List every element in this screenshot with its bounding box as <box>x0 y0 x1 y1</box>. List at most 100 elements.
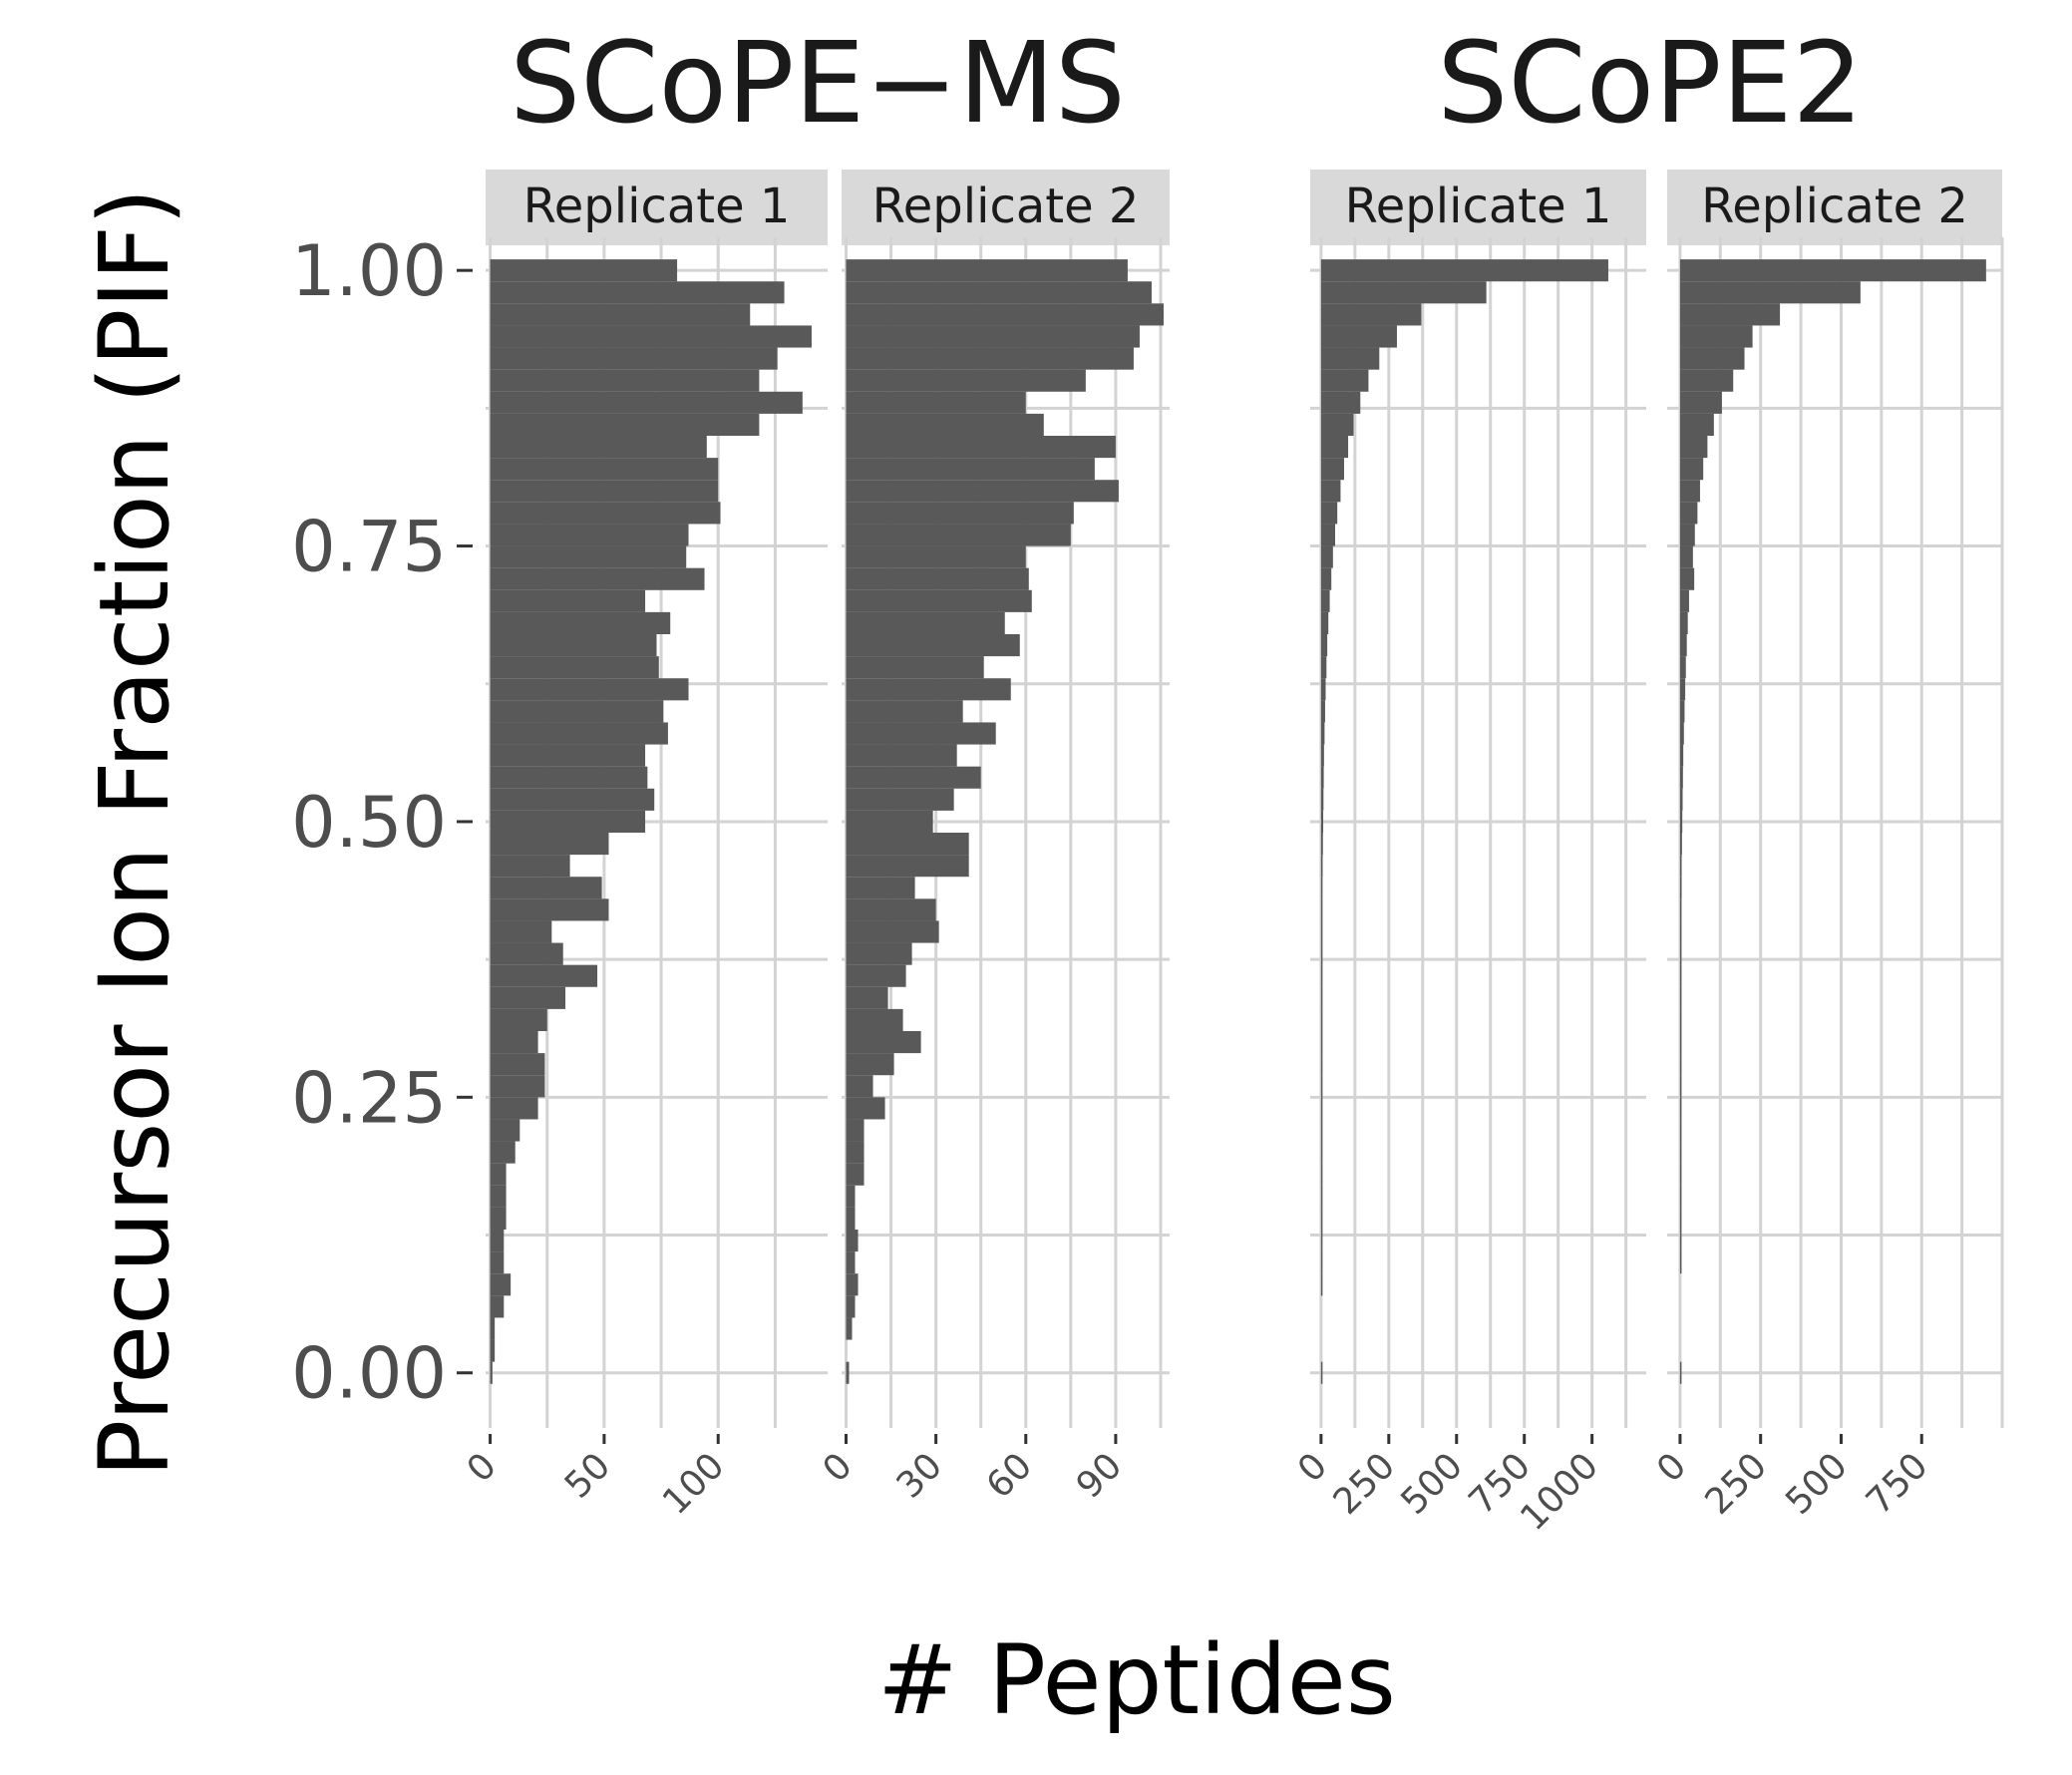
histogram-bar <box>490 1230 505 1252</box>
histogram-bar <box>1679 1207 1682 1230</box>
histogram-bar <box>846 1141 864 1164</box>
histogram-bar <box>490 634 657 657</box>
histogram-bar <box>846 436 1116 459</box>
histogram-bar <box>1679 1119 1682 1142</box>
histogram-bar <box>1679 810 1683 833</box>
histogram-bar <box>490 1339 496 1362</box>
histogram-bar <box>1320 920 1323 943</box>
histogram-bar <box>1320 678 1326 701</box>
histogram-bar <box>490 942 563 965</box>
histogram-bar <box>1320 1230 1323 1252</box>
histogram-bar <box>846 391 1026 414</box>
histogram-bar <box>490 502 721 525</box>
y-tick-label: 0.00 <box>291 1333 447 1415</box>
histogram-bar <box>846 920 939 943</box>
histogram-bar <box>490 413 760 436</box>
histogram-bar <box>1320 259 1608 282</box>
histogram-bar <box>1320 766 1324 789</box>
histogram-bar <box>1679 942 1682 965</box>
histogram-bar <box>490 589 646 612</box>
y-tick-label: 0.75 <box>291 507 447 588</box>
histogram-bar <box>1679 259 1986 282</box>
histogram-bar <box>490 1075 545 1098</box>
panel-2: Replicate 20 30 60 90 <box>816 170 1170 1507</box>
histogram-bar <box>1320 413 1354 436</box>
histogram-bar <box>490 1097 538 1120</box>
histogram-bar <box>846 744 957 767</box>
histogram-bar <box>1320 611 1329 634</box>
histogram-bar <box>1679 303 1781 326</box>
histogram-bar <box>490 766 648 789</box>
panel-4: Replicate 20 250 500 750 <box>1649 170 2004 1523</box>
histogram-bar <box>1320 480 1341 503</box>
histogram-bar <box>846 1075 873 1098</box>
histogram-bar <box>1320 986 1323 1009</box>
histogram-bar <box>846 855 969 878</box>
histogram-bar <box>846 1119 864 1142</box>
histogram-bar <box>1320 524 1336 546</box>
histogram-bar <box>846 1185 856 1208</box>
histogram-bar <box>490 1251 505 1274</box>
histogram-bar <box>490 391 803 414</box>
histogram-bar <box>490 833 609 856</box>
histogram-bar <box>1679 458 1704 481</box>
histogram-bar <box>1320 589 1330 612</box>
histogram-bar <box>1320 1031 1323 1054</box>
histogram-bar <box>1679 1008 1682 1031</box>
y-tick-label: 0.25 <box>291 1057 447 1139</box>
histogram-bar <box>490 1361 493 1384</box>
panel-strip <box>1310 170 1646 245</box>
panel-strip-label: Replicate 2 <box>872 178 1140 234</box>
histogram-bar <box>846 964 906 987</box>
histogram-bar <box>1679 1075 1682 1098</box>
histogram-bar <box>1320 810 1324 833</box>
histogram-bar <box>1679 1031 1682 1054</box>
histogram-bar <box>1320 722 1325 745</box>
histogram-bar <box>846 1361 850 1384</box>
histogram-bar <box>846 1097 885 1120</box>
histogram-bar <box>1320 744 1324 767</box>
histogram-bar <box>1320 942 1323 965</box>
histogram-bar <box>490 611 671 634</box>
histogram-bar <box>846 325 1140 348</box>
histogram-bar <box>1679 589 1689 612</box>
histogram-bar <box>1679 436 1708 459</box>
histogram-bar <box>490 678 689 701</box>
histogram-bar <box>846 369 1086 392</box>
histogram-bar <box>1679 567 1695 590</box>
histogram-bar <box>1679 347 1745 370</box>
histogram-bar <box>490 347 778 370</box>
histogram-bar <box>490 920 552 943</box>
histogram-bar <box>1320 898 1323 921</box>
histogram-bar <box>1679 678 1686 701</box>
histogram-bar <box>1679 502 1698 525</box>
histogram-bar <box>846 986 888 1009</box>
histogram-bar <box>490 1317 496 1340</box>
histogram-bar <box>490 545 687 568</box>
histogram-bar <box>1679 788 1683 811</box>
histogram-bar <box>1679 920 1682 943</box>
panel-strip <box>486 170 828 245</box>
histogram-bar <box>1679 766 1683 789</box>
y-axis-title: Precursor Ion Fraction (PIF) <box>79 188 190 1478</box>
histogram-bar <box>1679 986 1682 1009</box>
panel-strip <box>1667 170 2002 245</box>
group-title-scope2: SCoPE2 <box>1437 19 1863 149</box>
histogram-bar <box>1320 1207 1323 1230</box>
histogram-bar <box>846 877 915 899</box>
histogram-bar <box>1320 1361 1323 1384</box>
histogram-bar <box>1320 1141 1323 1164</box>
histogram-bar <box>1679 325 1753 348</box>
histogram-bar <box>846 833 969 856</box>
histogram-bar <box>1320 391 1361 414</box>
histogram-bar <box>490 1163 507 1186</box>
histogram-bar <box>490 259 678 282</box>
histogram-bar <box>846 1273 859 1296</box>
histogram-bar <box>1320 502 1338 525</box>
histogram-bar <box>1679 855 1682 878</box>
panel-strip-label: Replicate 1 <box>523 178 791 234</box>
histogram-bar <box>846 942 912 965</box>
histogram-bar <box>1679 281 1861 304</box>
y-tick-label: 1.00 <box>291 230 447 312</box>
